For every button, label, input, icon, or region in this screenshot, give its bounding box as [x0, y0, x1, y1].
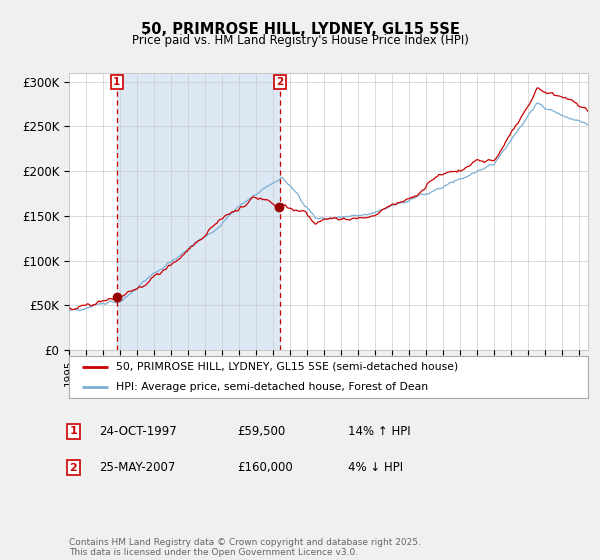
Text: 50, PRIMROSE HILL, LYDNEY, GL15 5SE (semi-detached house): 50, PRIMROSE HILL, LYDNEY, GL15 5SE (sem… [116, 362, 458, 372]
Text: 1: 1 [113, 77, 121, 87]
Text: Contains HM Land Registry data © Crown copyright and database right 2025.
This d: Contains HM Land Registry data © Crown c… [69, 538, 421, 557]
Bar [117, 73, 280, 350]
Text: 1: 1 [70, 426, 77, 436]
Text: 2: 2 [276, 77, 283, 87]
Text: £59,500: £59,500 [237, 424, 285, 438]
Text: 14% ↑ HPI: 14% ↑ HPI [348, 424, 410, 438]
Text: 2: 2 [70, 463, 77, 473]
Text: £160,000: £160,000 [237, 461, 293, 474]
Text: 24-OCT-1997: 24-OCT-1997 [99, 424, 177, 438]
Text: HPI: Average price, semi-detached house, Forest of Dean: HPI: Average price, semi-detached house,… [116, 382, 428, 392]
Text: 4% ↓ HPI: 4% ↓ HPI [348, 461, 403, 474]
Text: Price paid vs. HM Land Registry's House Price Index (HPI): Price paid vs. HM Land Registry's House … [131, 34, 469, 46]
Text: 25-MAY-2007: 25-MAY-2007 [99, 461, 175, 474]
Text: 50, PRIMROSE HILL, LYDNEY, GL15 5SE: 50, PRIMROSE HILL, LYDNEY, GL15 5SE [140, 22, 460, 38]
